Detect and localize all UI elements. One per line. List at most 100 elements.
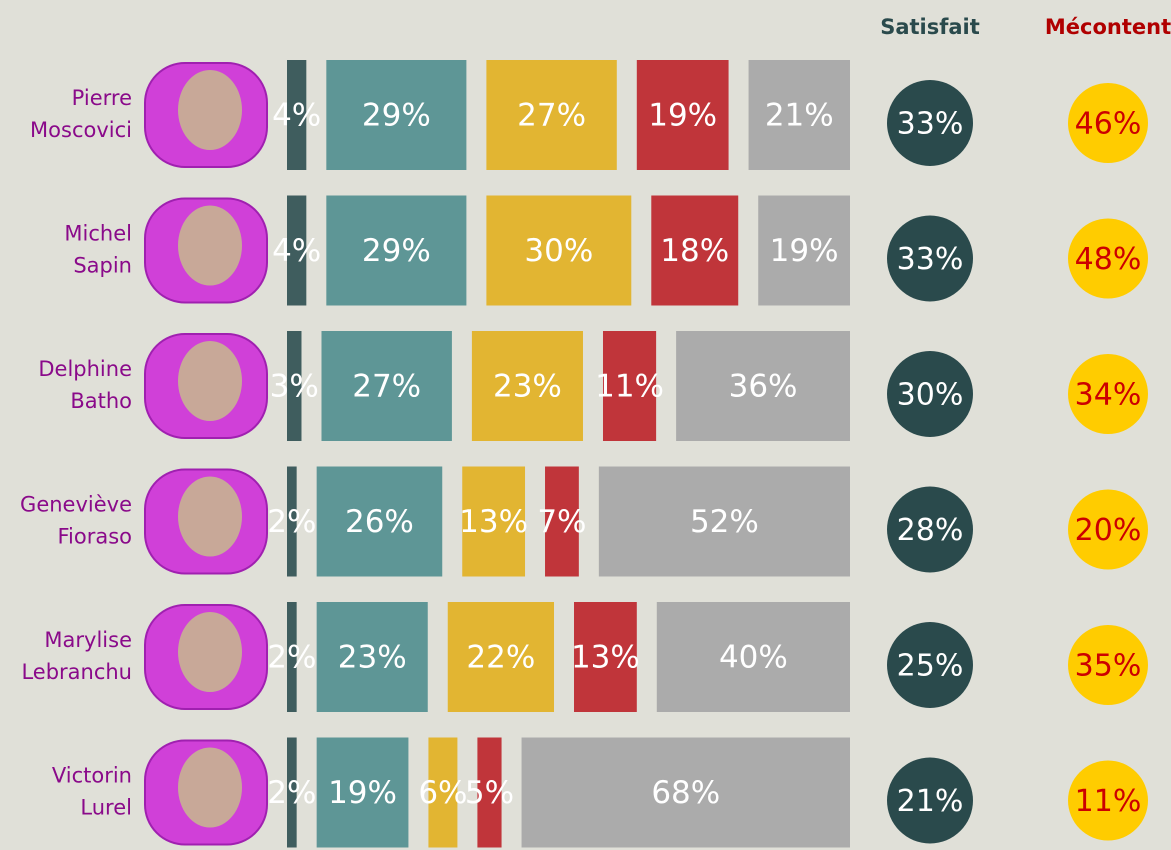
segment-label: 19% [328,775,397,811]
score-circle [887,757,973,844]
bar-segment [486,195,632,306]
score-circle [1068,760,1148,841]
bar-segment [462,466,526,577]
category-label: Batho [70,389,132,413]
score-circle [1068,218,1148,299]
bar-segment [521,737,850,848]
segment-label: 4% [272,233,321,269]
score-circle [887,622,973,708]
segment-label: 13% [459,504,528,540]
score-circle [1068,83,1148,163]
score-label: 21% [897,784,964,819]
category-label: Sapin [73,254,132,278]
segment-label: 5% [465,775,514,811]
bar-segment [287,331,302,441]
category-label: Moscovici [30,118,132,142]
bar-segment [326,60,467,170]
segment-label: 7% [537,504,586,540]
bar-segment [428,737,458,848]
segment-label: 21% [765,98,834,134]
bar-segment [636,60,729,170]
segment-label: 4% [272,98,321,134]
portrait-face [178,747,242,828]
score-circle [887,215,973,302]
segment-label: 6% [418,775,467,811]
segment-label: 19% [770,233,839,269]
bar-segment [574,602,637,712]
category-label: Lurel [80,796,132,820]
segment-label: 22% [466,640,535,676]
column-header: Mécontent [1045,15,1171,39]
score-label: 11% [1075,784,1142,819]
score-label: 48% [1075,242,1142,277]
score-label: 35% [1075,649,1142,684]
score-label: 46% [1075,107,1142,142]
segment-label: 23% [338,640,407,676]
segment-label: 2% [267,775,316,811]
segment-label: 2% [267,504,316,540]
segment-label: 26% [345,504,414,540]
column-header: Satisfait [880,15,980,39]
bar-segment [758,195,850,306]
bar-segment [287,195,307,306]
segment-label: 19% [648,98,717,134]
segment-label: 29% [362,233,431,269]
bar-segment [598,466,850,577]
segment-label: 30% [524,233,593,269]
bar-segment [326,195,467,306]
segment-label: 27% [352,369,421,405]
bar-segment [287,466,297,577]
portrait-face [178,205,242,286]
category-label: Geneviève [20,493,132,517]
bar-segment [477,737,502,848]
score-circle [1068,625,1148,705]
score-circle [887,80,973,166]
score-label: 20% [1075,513,1142,548]
portrait-face [178,612,242,692]
bar-segment [651,195,739,306]
score-circle [887,486,973,573]
bar-segment [287,737,297,848]
portrait-face [178,341,242,421]
portrait-face [178,70,242,150]
segment-label: 2% [267,640,316,676]
segment-label: 11% [595,369,664,405]
segment-label: 13% [571,640,640,676]
score-circle [1068,354,1148,434]
score-label: 33% [897,242,964,277]
category-label: Lebranchu [21,660,132,684]
segment-label: 18% [660,233,729,269]
segment-label: 23% [493,369,562,405]
score-label: 34% [1075,378,1142,413]
bar-segment [316,602,428,712]
segment-label: 36% [729,369,798,405]
score-label: 30% [897,378,964,413]
segment-label: 3% [270,369,319,405]
score-label: 28% [897,513,964,548]
bar-segment [447,602,555,712]
portrait-face [178,476,242,557]
bar-segment [287,60,307,170]
category-label: Pierre [72,86,132,110]
category-label: Marylise [44,628,132,652]
bar-segment [545,466,579,577]
bar-segment [287,602,297,712]
score-circle [1068,489,1148,570]
category-label: Fioraso [57,525,132,549]
segment-label: 52% [690,504,759,540]
bar-segment [748,60,850,170]
segment-label: 40% [719,640,788,676]
bar-segment [321,331,452,441]
bar-segment [471,331,583,441]
segment-label: 29% [362,98,431,134]
bar-segment [602,331,657,441]
score-label: 25% [897,649,964,684]
bar-segment [656,602,850,712]
category-label: Michel [64,222,132,246]
category-label: Delphine [38,357,132,381]
category-label: Victorin [52,764,132,788]
bar-segment [316,737,409,848]
bar-segment [486,60,617,170]
bar-segment [316,466,443,577]
segment-label: 27% [517,98,586,134]
